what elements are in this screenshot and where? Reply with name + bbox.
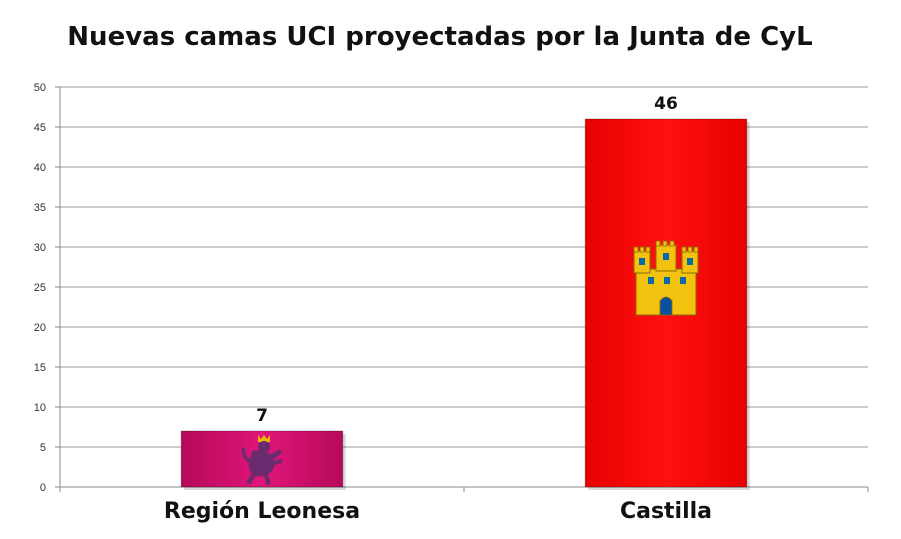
chart-title: Nuevas camas UCI proyectadas por la Junt…	[67, 22, 813, 52]
y-tick-label: 5	[40, 442, 46, 454]
y-tick-label: 15	[34, 362, 46, 374]
y-tick-label: 10	[34, 402, 46, 414]
data-label: 7	[256, 406, 268, 426]
y-tick-label: 50	[34, 82, 46, 94]
y-tick-label: 25	[34, 282, 46, 294]
castle-emblem	[633, 240, 699, 316]
y-tick-label: 40	[34, 162, 46, 174]
category-label: Castilla	[620, 499, 712, 524]
y-tick-label: 30	[34, 242, 46, 254]
y-tick-label: 0	[40, 482, 46, 494]
y-tick-label: 35	[34, 202, 46, 214]
y-tick-label: 20	[34, 322, 46, 334]
y-tick-label: 45	[34, 122, 46, 134]
data-label: 46	[654, 94, 678, 114]
category-label: Región Leonesa	[164, 499, 360, 524]
lion-emblem	[241, 435, 282, 485]
